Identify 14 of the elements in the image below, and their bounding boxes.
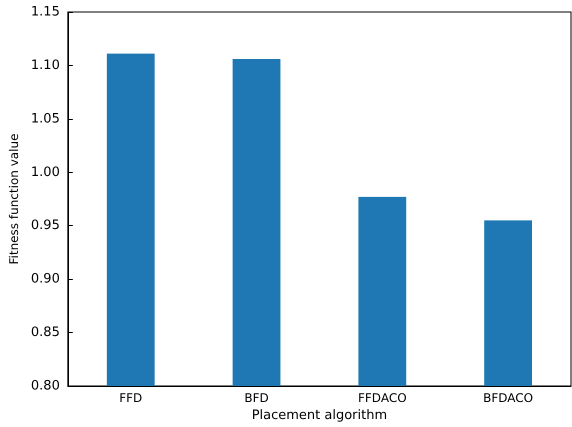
x-tick-label: BFDACO xyxy=(483,391,534,405)
y-tick-label: 1.15 xyxy=(30,4,60,20)
y-axis-title: Fitness function value xyxy=(7,134,21,264)
y-tick-label: 0.80 xyxy=(30,378,60,394)
y-tick-label: 1.05 xyxy=(30,111,60,126)
y-tick-label: 1.00 xyxy=(30,164,60,180)
x-tick-label: BFD xyxy=(244,391,269,405)
y-tick-label: 0.85 xyxy=(30,325,60,340)
y-tick-label: 0.95 xyxy=(30,218,60,234)
x-tick-label: FFD xyxy=(119,391,142,405)
x-tick-label: FFDACO xyxy=(358,391,407,405)
x-axis-title: Placement algorithm xyxy=(252,408,388,423)
y-tick-label: 1.10 xyxy=(30,58,60,73)
y-tick-label: 0.90 xyxy=(30,272,60,287)
